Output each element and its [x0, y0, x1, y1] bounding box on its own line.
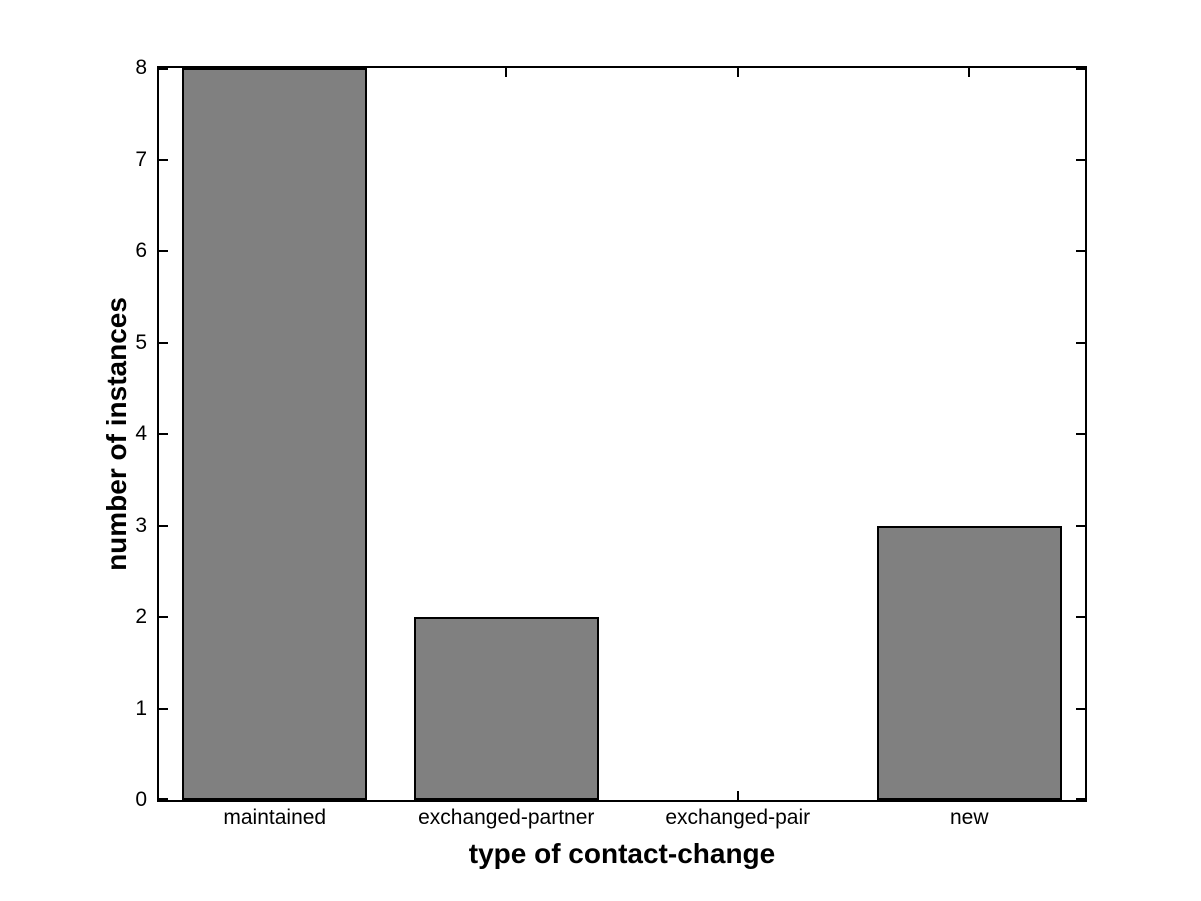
x-tick-label: new [949, 806, 989, 829]
bar-maintained [182, 68, 368, 800]
x-tick-top [505, 68, 508, 77]
y-tick-label: 8 [135, 56, 147, 79]
y-tick-left [159, 433, 168, 435]
x-tick-label: maintained [223, 806, 327, 829]
y-tick-right [1076, 158, 1085, 161]
y-tick-right [1076, 524, 1085, 527]
x-axis-label: type of contact-change [468, 838, 776, 869]
y-tick-right [1076, 798, 1085, 800]
y-tick-right [1076, 616, 1085, 618]
y-tick-label: 4 [135, 422, 147, 445]
y-tick-label: 3 [135, 513, 147, 537]
y-tick-right [1076, 707, 1085, 710]
plot-area [157, 66, 1087, 802]
y-tick-right [1076, 68, 1085, 70]
y-tick-left [159, 798, 168, 800]
x-tick-top [736, 68, 739, 77]
y-tick-label: 6 [135, 239, 147, 262]
y-tick-right [1076, 433, 1085, 435]
y-tick-label: 2 [135, 605, 147, 628]
y-tick-label: 5 [135, 330, 147, 354]
y-tick-label: 0 [135, 788, 147, 811]
y-tick-left [159, 616, 168, 618]
x-tick-bottom [736, 791, 739, 800]
y-tick-left [159, 341, 168, 344]
y-tick-left [159, 707, 168, 710]
y-tick-left [159, 68, 168, 70]
y-tick-right [1076, 341, 1085, 344]
x-tick-top [968, 68, 971, 77]
y-tick-left [159, 524, 168, 527]
bar-new [876, 525, 1062, 800]
x-tick-label: exchanged-pair [665, 806, 811, 829]
x-tick-label: exchanged-partner [418, 806, 595, 829]
bar-exchanged-partner [413, 617, 599, 800]
y-tick-right [1076, 250, 1085, 252]
y-tick-left [159, 250, 168, 252]
y-tick-label: 7 [135, 147, 147, 171]
y-tick-left [159, 158, 168, 161]
y-tick-label: 1 [135, 696, 147, 720]
